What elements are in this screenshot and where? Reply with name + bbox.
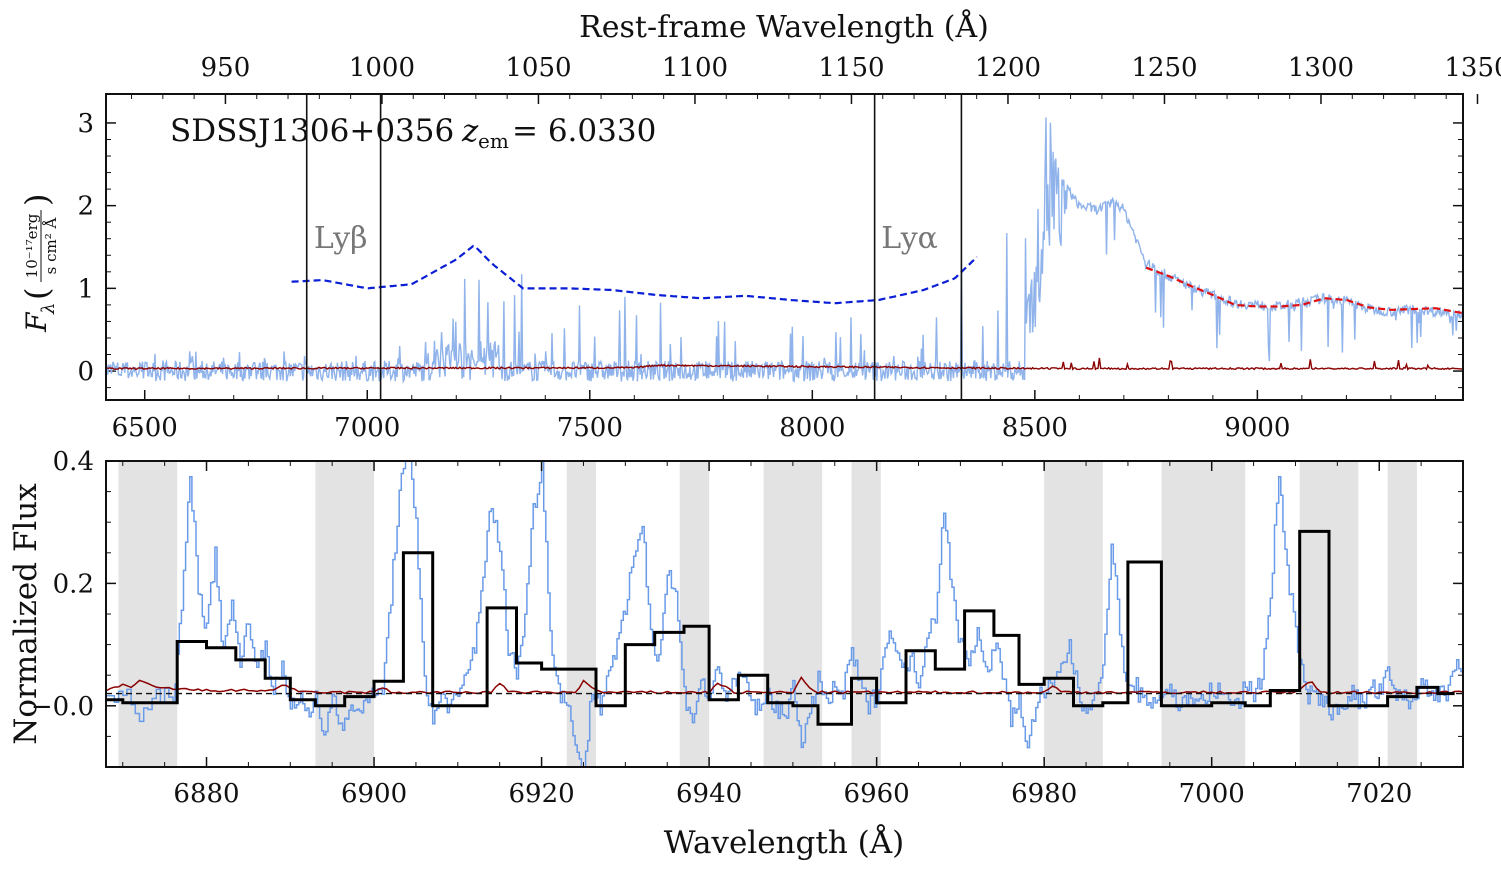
top-axis-tick-label: 1050: [505, 53, 571, 83]
error-spectrum-line: [106, 357, 1463, 371]
y-axis-tick-label: 1: [77, 274, 94, 304]
bottom-axis-tick-label: 7000: [334, 413, 400, 443]
y-axis-tick-label: 2: [77, 192, 94, 222]
masked-regions: [118, 461, 1417, 767]
top-plot-frame: [105, 93, 1464, 401]
absorption-line-markers: [305, 94, 963, 400]
top-axis-ticks: 950 1000 1050 1100 1150 1200 1250 1300 1350: [131, 53, 1501, 104]
top-axis-tick-label: 1300: [1288, 53, 1354, 83]
flux-spectrum-line: [106, 117, 1463, 385]
x-axis-tick-label: 6980: [1011, 779, 1077, 809]
y-axis-tick-label: 0.2: [53, 569, 94, 599]
x-axis-tick-label: 7020: [1346, 779, 1412, 809]
top-axis-tick-label: 1250: [1131, 53, 1197, 83]
top-axis-tick-label: 950: [201, 53, 251, 83]
bottom-axis-tick-label: 8500: [1002, 413, 1068, 443]
x-axis-tick-label: 6940: [676, 779, 742, 809]
annotation-z-subscript: em: [478, 129, 509, 153]
annotation-object-name: SDSSJ1306+0356: [170, 113, 454, 149]
x-axis-tick-label: 6960: [844, 779, 910, 809]
top-axis-tick-label: 1000: [349, 53, 415, 83]
y-axis-ticks-bottom-panel: −0.0 0.2 0.4: [31, 447, 1463, 737]
ylabel-denominator: s cm² Å: [42, 217, 60, 274]
normalized-flux-line: [106, 461, 1463, 767]
lyman-alpha-label: Lyα: [881, 221, 938, 256]
ylabel-symbol: F: [20, 311, 53, 333]
annotation-z-value: = 6.0330: [512, 113, 656, 149]
y-axis-tick-label: 3: [77, 109, 94, 139]
continuum-red-line: [1145, 266, 1463, 315]
y-axis-tick-label: 0.4: [53, 447, 94, 477]
bottom-axis-ticks-top-panel: 6500 7000 7500 8000 8500 9000: [112, 390, 1436, 443]
top-axis-title: Rest-frame Wavelength (Å): [579, 9, 989, 45]
y-axis-ticks-top-panel: 0 1 2 3: [77, 109, 1463, 389]
masked-region: [763, 461, 823, 767]
x-axis-tick-label: 6900: [341, 779, 407, 809]
bottom-axis-tick-label: 6500: [112, 413, 178, 443]
annotation-z-symbol: z: [461, 113, 479, 149]
bottom-axis-tick-label: 9000: [1224, 413, 1290, 443]
bottom-axis-tick-label: 8000: [779, 413, 845, 443]
masked-region: [1044, 461, 1103, 767]
top-y-axis-label: F λ ( 10⁻¹⁷erg s cm² Å ): [18, 194, 60, 333]
top-axis-tick-label: 1100: [662, 53, 728, 83]
top-panel: Rest-frame Wavelength (Å) 950 1000 1050 110…: [18, 9, 1501, 443]
masked-region: [1161, 461, 1246, 767]
ylabel-open-paren: (: [18, 288, 56, 300]
x-axis-ticks-bottom-panel: 6880 6900 6920 6940 6960 6980 7000 7020: [122, 461, 1464, 809]
y-axis-tick-label: −0.0: [31, 692, 94, 722]
masked-region: [851, 461, 881, 767]
ylabel-close-paren: ): [18, 194, 56, 206]
x-axis-tick-label: 6880: [173, 779, 239, 809]
top-axis-tick-label: 1150: [818, 53, 884, 83]
bottom-x-axis-title: Wavelength (Å): [664, 823, 904, 861]
x-axis-tick-label: 7000: [1179, 779, 1245, 809]
bottom-panel: 6880 6900 6920 6940 6960 6980 7000 7020 −0.0 0.2…: [8, 447, 1464, 861]
bottom-axis-tick-label: 7500: [557, 413, 623, 443]
top-axis-tick-label: 1200: [975, 53, 1041, 83]
masked-region: [315, 461, 375, 767]
y-axis-tick-label: 0: [77, 357, 94, 387]
ylabel-subscript: λ: [38, 303, 59, 315]
masked-region: [118, 461, 178, 767]
top-axis-tick-label: 1350: [1444, 53, 1501, 83]
masked-region: [1387, 461, 1417, 767]
ylabel-numerator: 10⁻¹⁷erg: [23, 213, 41, 278]
x-axis-tick-label: 6920: [508, 779, 574, 809]
continuum-blue-line: [291, 244, 978, 305]
lyman-beta-label: Lyβ: [314, 221, 368, 256]
bottom-y-axis-title: Normalized Flux: [8, 483, 44, 745]
binned-flux-line: [106, 529, 1455, 726]
